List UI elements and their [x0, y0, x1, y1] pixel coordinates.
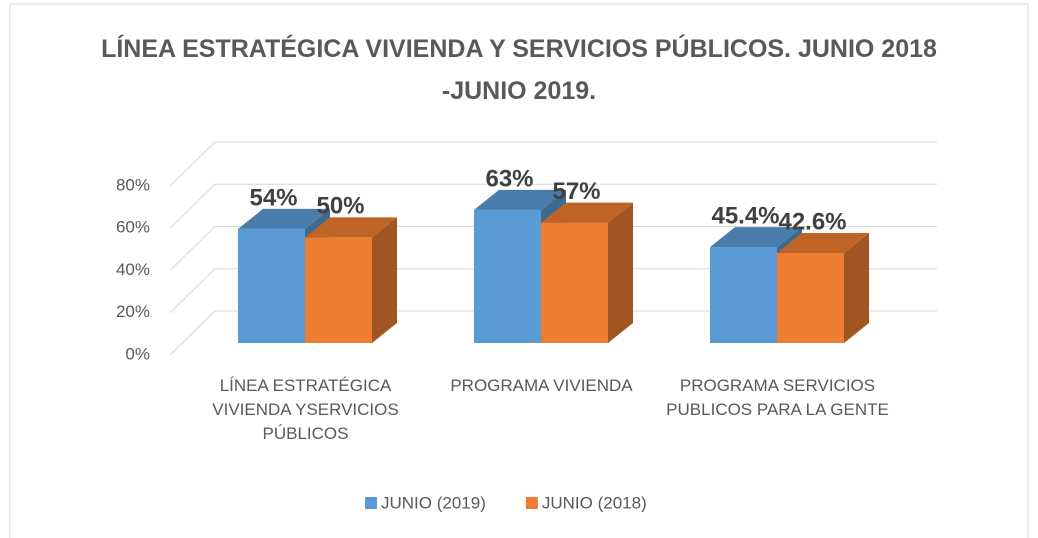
- bar: [238, 228, 305, 343]
- y-tick-label: 80%: [116, 175, 150, 194]
- value-label: 57%: [552, 178, 600, 205]
- bar-side: [844, 233, 869, 343]
- bar: [541, 222, 608, 343]
- grid-line-side: [169, 141, 216, 187]
- bar: [474, 209, 541, 343]
- grid-line-side: [169, 268, 216, 314]
- bar: [777, 253, 844, 343]
- legend-label: JUNIO (2018): [542, 493, 647, 512]
- bar: [305, 237, 372, 343]
- legend-label: JUNIO (2019): [381, 493, 486, 512]
- grid-line-side: [169, 226, 216, 271]
- y-tick-label: 40%: [116, 260, 150, 279]
- value-label: 45.4%: [711, 202, 779, 229]
- value-label: 54%: [249, 184, 297, 211]
- y-tick-label: 60%: [116, 218, 150, 237]
- bar-top: [305, 217, 397, 238]
- legend-swatch: [365, 497, 377, 509]
- value-label: 50%: [316, 193, 364, 220]
- y-tick-label: 0%: [125, 344, 150, 363]
- bar: [710, 247, 777, 343]
- bar-top: [238, 208, 330, 229]
- grid-line-side: [169, 183, 216, 229]
- bar-side: [372, 217, 397, 343]
- grid-line-side: [169, 310, 216, 356]
- y-tick-label: 20%: [116, 302, 150, 321]
- bar-top: [474, 189, 566, 210]
- bar-top: [541, 202, 633, 223]
- chart-border: [9, 3, 1029, 538]
- chart-title: LÍNEA ESTRATÉGICA VIVIENDA Y SERVICIOS P…: [101, 35, 937, 105]
- x-tick-label: PROGRAMA SERVICIOS PUBLICOS PARA LA GENT…: [666, 376, 889, 419]
- legend-swatch: [525, 497, 538, 509]
- x-tick-label: LÍNEA ESTRATÉGICA VIVIENDA YSERVICIOS PÚ…: [212, 376, 399, 443]
- value-label: 42.6%: [778, 208, 846, 235]
- bar-side: [608, 202, 633, 343]
- bar-top: [710, 227, 802, 248]
- bar-top: [777, 233, 869, 254]
- value-label: 63%: [485, 165, 533, 192]
- x-tick-label: PROGRAMA VIVIENDA: [450, 376, 633, 395]
